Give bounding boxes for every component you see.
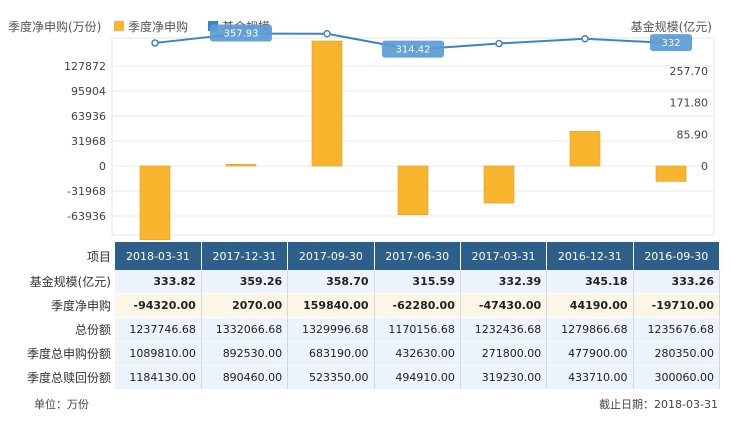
row-label: 总份额 — [10, 317, 115, 342]
scale-point-2016-12-31 — [581, 35, 589, 43]
right-tick-label: 85.90 — [677, 128, 709, 141]
left-tick-label: 127872 — [64, 60, 106, 73]
column-header: 2017-09-30 — [287, 242, 375, 270]
table-cell: 477900.00 — [546, 341, 634, 366]
table-cell: 494910.00 — [374, 365, 461, 390]
line-label-box — [650, 34, 692, 52]
table-body: 基金规模(亿元) 333.82 359.26 358.70 315.59 332.39 34… — [10, 270, 721, 390]
left-tick-label: -31968 — [67, 185, 106, 198]
row-label: 季度总申购份额 — [10, 341, 115, 366]
table-cell: 333.82 — [115, 270, 202, 294]
table-cell: 432630.00 — [374, 341, 461, 366]
bar-2016-09-30 — [655, 165, 687, 182]
bar-2018-03-31 — [139, 165, 171, 241]
right-tick-label: 257.70 — [670, 65, 709, 78]
table-cell: 1329996.68 — [287, 317, 375, 342]
table-cell: 280350.00 — [633, 341, 721, 366]
unit-label: 单位：万份 — [34, 398, 89, 411]
bar-2017-03-31 — [483, 165, 515, 204]
table-cell: 892530.00 — [201, 341, 289, 366]
table-corner: 项目 — [10, 242, 115, 270]
table-header-row: 项目 2018-03-31 2017-12-31 2017-09-30 2017-06… — [10, 242, 721, 270]
bar-2016-12-31 — [569, 131, 601, 167]
left-axis-label: 季度净申购(万份) — [8, 19, 101, 34]
column-header: 2017-06-30 — [374, 242, 461, 270]
column-header: 2016-09-30 — [633, 242, 721, 270]
line-label: 332 — [650, 34, 692, 52]
table-cell: 44190.00 — [546, 293, 634, 318]
scale-point-2017-09-30 — [323, 30, 331, 38]
table-cell: 2070.00 — [201, 293, 289, 318]
table-cell: 315.59 — [374, 270, 461, 294]
right-ticks: 257.70 171.80 85.90 0 — [670, 65, 709, 173]
table-cell: -94320.00 — [115, 293, 202, 318]
left-tick-label: 63936 — [71, 110, 106, 123]
left-ticks: 127872 95904 63936 31968 0 -31968 -63936 — [64, 60, 106, 223]
row-label: 季度总赎回份额 — [10, 365, 115, 390]
scale-point-2018-03-31 — [151, 39, 159, 47]
table-cell: 890460.00 — [201, 365, 289, 390]
column-header: 2017-12-31 — [201, 242, 289, 270]
left-tick-label: 95904 — [71, 85, 106, 98]
table-cell: 1089810.00 — [115, 341, 202, 366]
scale-point-2017-03-31 — [495, 39, 503, 48]
table-row: 季度总赎回份额 1184130.00 890460.00 523350.00 49491… — [10, 365, 721, 390]
table-cell: 300060.00 — [633, 365, 721, 390]
table-cell: 358.70 — [287, 270, 375, 294]
table-cell: 319230.00 — [460, 365, 548, 390]
table-cell: 332.39 — [460, 270, 548, 294]
table-cell: 1184130.00 — [115, 365, 202, 390]
table-cell: 1235676.68 — [633, 317, 721, 342]
column-header: 2018-03-31 — [115, 242, 202, 270]
bar-2017-09-30 — [311, 40, 343, 167]
table-cell: 683190.00 — [287, 341, 375, 366]
table-cell: 1332066.68 — [201, 317, 289, 342]
table-cell: 359.26 — [201, 270, 289, 294]
left-tick-label: 0 — [99, 160, 106, 173]
table-cell: 333.26 — [633, 270, 721, 294]
table-cell: 1279866.68 — [546, 317, 634, 342]
line-label-box — [382, 40, 444, 58]
table-cell: 271800.00 — [460, 341, 548, 366]
data-table: 项目 2018-03-31 2017-12-31 2017-09-30 2017-06… — [10, 242, 721, 390]
table-cell: 1232436.68 — [460, 317, 548, 342]
line-label-text: 332 — [661, 38, 680, 49]
table-row: 季度总申购份额 1089810.00 892530.00 683190.00 43263… — [10, 341, 721, 366]
line-label: 357.93 — [210, 24, 272, 42]
table-row: 季度净申购 -94320.00 2070.00 159840.00 -62280.00-… — [10, 293, 721, 318]
row-label: 基金规模(亿元) — [10, 270, 115, 294]
scale-line: 357.93 314.42 332 — [151, 24, 692, 58]
table-cell: 1170156.68 — [374, 317, 461, 342]
right-tick-label: 171.80 — [670, 97, 709, 110]
table-row: 总份额 1237746.68 1332066.68 1329996.68 1170156… — [10, 317, 721, 342]
table-cell: 1237746.68 — [115, 317, 202, 342]
legend: 季度净申购(万份) 季度净申购 基金规模 基金规模(亿元) — [8, 19, 712, 34]
column-header: 2017-03-31 — [460, 242, 548, 270]
left-tick-label: 31968 — [71, 135, 106, 148]
right-axis-label: 基金规模(亿元) — [631, 19, 712, 34]
left-tick-label: -63936 — [67, 210, 106, 223]
table-cell: 159840.00 — [287, 293, 375, 318]
table-row: 基金规模(亿元) 333.82 359.26 358.70 315.59 332.39 34… — [10, 270, 721, 294]
row-label: 季度净申购 — [10, 293, 115, 318]
table-cell: 345.18 — [546, 270, 634, 294]
bar-2017-06-30 — [397, 165, 429, 216]
table-cell: -62280.00 — [374, 293, 461, 318]
table-cell: 523350.00 — [287, 365, 375, 390]
table-cell: 433710.00 — [546, 365, 634, 390]
bars — [139, 40, 687, 241]
line-label-text: 314.42 — [396, 45, 431, 56]
right-tick-label: 0 — [701, 160, 708, 173]
bar-legend-label: 季度净申购 — [128, 19, 188, 34]
line-label-box — [210, 24, 272, 42]
chart: 季度净申购(万份) 季度净申购 基金规模 基金规模(亿元) 357.93 314.… — [8, 19, 715, 241]
table-cell: -47430.00 — [460, 293, 548, 318]
column-header: 2016-12-31 — [546, 242, 634, 270]
line-label: 314.42 — [382, 40, 444, 58]
line-label-text: 357.93 — [224, 29, 259, 40]
table-cell: -19710.00 — [633, 293, 721, 318]
bar-legend-swatch — [114, 21, 124, 31]
deadline-label: 截止日期：2018-03-31 — [599, 398, 718, 411]
bar-2017-12-31 — [225, 164, 257, 167]
